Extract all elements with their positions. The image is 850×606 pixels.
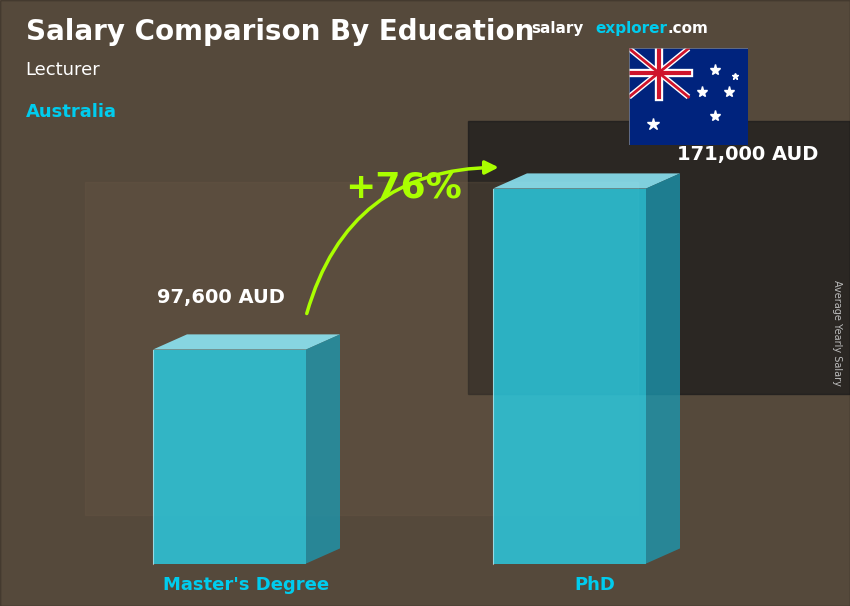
Text: Average Yearly Salary: Average Yearly Salary (832, 281, 842, 386)
Polygon shape (646, 173, 680, 564)
Text: Master's Degree: Master's Degree (163, 576, 330, 594)
Text: 171,000 AUD: 171,000 AUD (677, 145, 819, 164)
Polygon shape (493, 188, 646, 564)
Polygon shape (493, 173, 680, 188)
Polygon shape (306, 335, 340, 564)
Text: salary: salary (531, 21, 584, 36)
Text: +76%: +76% (345, 170, 462, 204)
Text: .com: .com (667, 21, 708, 36)
Text: Australia: Australia (26, 103, 116, 121)
Bar (468, 121, 850, 394)
Text: explorer: explorer (595, 21, 667, 36)
Text: PhD: PhD (575, 576, 615, 594)
Text: Salary Comparison By Education: Salary Comparison By Education (26, 18, 534, 46)
Text: Lecturer: Lecturer (26, 61, 100, 79)
Polygon shape (153, 335, 340, 350)
Text: 97,600 AUD: 97,600 AUD (157, 288, 285, 307)
Bar (85, 182, 638, 515)
Polygon shape (153, 350, 306, 564)
